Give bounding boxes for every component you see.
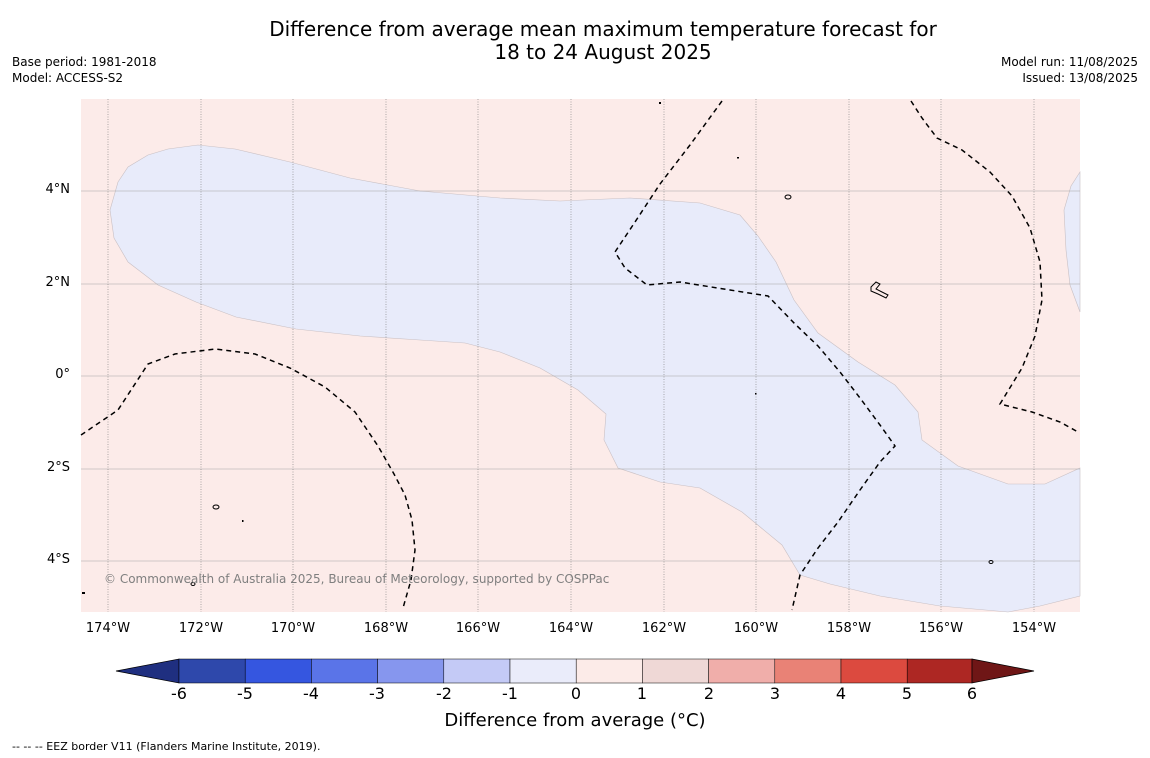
lon-label-174w: 174°W [85, 621, 131, 636]
model-run: Model run: 11/08/2025 [1000, 55, 1138, 69]
lat-label-0: 0° [55, 367, 70, 382]
lon-label-168w: 168°W [363, 621, 409, 636]
lon-label-162w: 162°W [641, 621, 687, 636]
cool-anomaly-edge [1063, 170, 1081, 313]
lat-label-4n: 4°N [45, 182, 71, 197]
eez-border-east [910, 100, 1079, 433]
colorbar-bin-n3-n2 [377, 658, 445, 684]
lat-label-2n: 2°N [45, 275, 71, 290]
colorbar-tick-n1: -1 [502, 684, 518, 703]
colorbar-bin-0-1 [575, 658, 643, 684]
copyright-notice: © Commonwealth of Australia 2025, Bureau… [104, 572, 610, 586]
lon-label-172w: 172°W [178, 621, 224, 636]
lon-label-154w: 154°W [1011, 621, 1057, 636]
colorbar-bin-5-6 [906, 658, 973, 684]
island-south-west [212, 504, 220, 510]
islet-jarvis [755, 393, 757, 395]
lon-label-164w: 164°W [548, 621, 594, 636]
colorbar-tick-5: 5 [901, 684, 913, 703]
colorbar-bin-4-5 [840, 658, 908, 684]
island-west-edge [190, 582, 196, 586]
island-south-east [988, 560, 994, 564]
lat-label-4s: 4°S [46, 552, 70, 567]
lon-label-156w: 156°W [918, 621, 964, 636]
colorbar-bin-2-3 [708, 658, 776, 684]
colorbar-tick-6: 6 [966, 684, 978, 703]
islet-north [659, 102, 661, 104]
colorbar-bin-n1-0 [509, 658, 577, 684]
islet-edge-west [82, 592, 85, 594]
eez-border-central [614, 100, 896, 611]
title-line-2: 18 to 24 August 2025 [494, 40, 712, 64]
island-tabuaeran [784, 194, 792, 200]
colorbar-tick-n6: -6 [171, 684, 187, 703]
colorbar-tick-4: 4 [835, 684, 847, 703]
eez-border-west [80, 348, 416, 609]
colorbar-tick-n2: -2 [436, 684, 452, 703]
cool-anomaly-region [109, 144, 1081, 613]
colorbar-tick-0: 0 [570, 684, 582, 703]
lon-label-170w: 170°W [270, 621, 316, 636]
colorbar-bin-n5-n4 [244, 658, 312, 684]
issued-date: Issued: 13/08/2025 [1022, 71, 1138, 85]
lon-label-160w: 160°W [733, 621, 779, 636]
colorbar-bin-1-2 [642, 658, 709, 684]
eez-borders [80, 100, 1079, 611]
meta-left: Base period: 1981-2018 Model: ACCESS-S2 [12, 54, 157, 86]
colorbar-bin-n2-n1 [443, 658, 511, 684]
colorbar-tick-3: 3 [769, 684, 781, 703]
islands [190, 194, 994, 586]
colorbar-extend-low [115, 658, 180, 684]
colorbar-bin-n4-n3 [311, 658, 378, 684]
islet-north-east [737, 157, 739, 159]
map-title: Difference from average mean maximum tem… [0, 18, 1150, 64]
title-line-1: Difference from average mean maximum tem… [269, 17, 937, 41]
lon-label-158w: 158°W [826, 621, 872, 636]
colorbar-bin-3-4 [774, 658, 842, 684]
islets [82, 102, 757, 594]
lat-label-2s: 2°S [46, 460, 70, 475]
base-period: Base period: 1981-2018 [12, 55, 157, 69]
model-name: Model: ACCESS-S2 [12, 71, 124, 85]
meta-right: Model run: 11/08/2025 Issued: 13/08/2025 [1001, 54, 1138, 86]
colorbar-title: Difference from average (°C) [444, 710, 706, 731]
colorbar [115, 658, 1035, 684]
islet-south [242, 520, 244, 522]
colorbar-bin-n6-n5 [178, 658, 246, 684]
latitude-gridlines [81, 190, 1080, 562]
colorbar-tick-n3: -3 [369, 684, 385, 703]
island-kiritimati [870, 281, 889, 299]
colorbar-tick-2: 2 [703, 684, 715, 703]
longitude-gridlines [107, 99, 1035, 612]
eez-footnote: -- -- -- EEZ border V11 (Flanders Marine… [12, 740, 321, 753]
colorbar-tick-1: 1 [636, 684, 648, 703]
colorbar-extend-high [971, 658, 1035, 684]
colorbar-tick-n4: -4 [303, 684, 319, 703]
lon-label-166w: 166°W [455, 621, 501, 636]
colorbar-tick-n5: -5 [237, 684, 253, 703]
